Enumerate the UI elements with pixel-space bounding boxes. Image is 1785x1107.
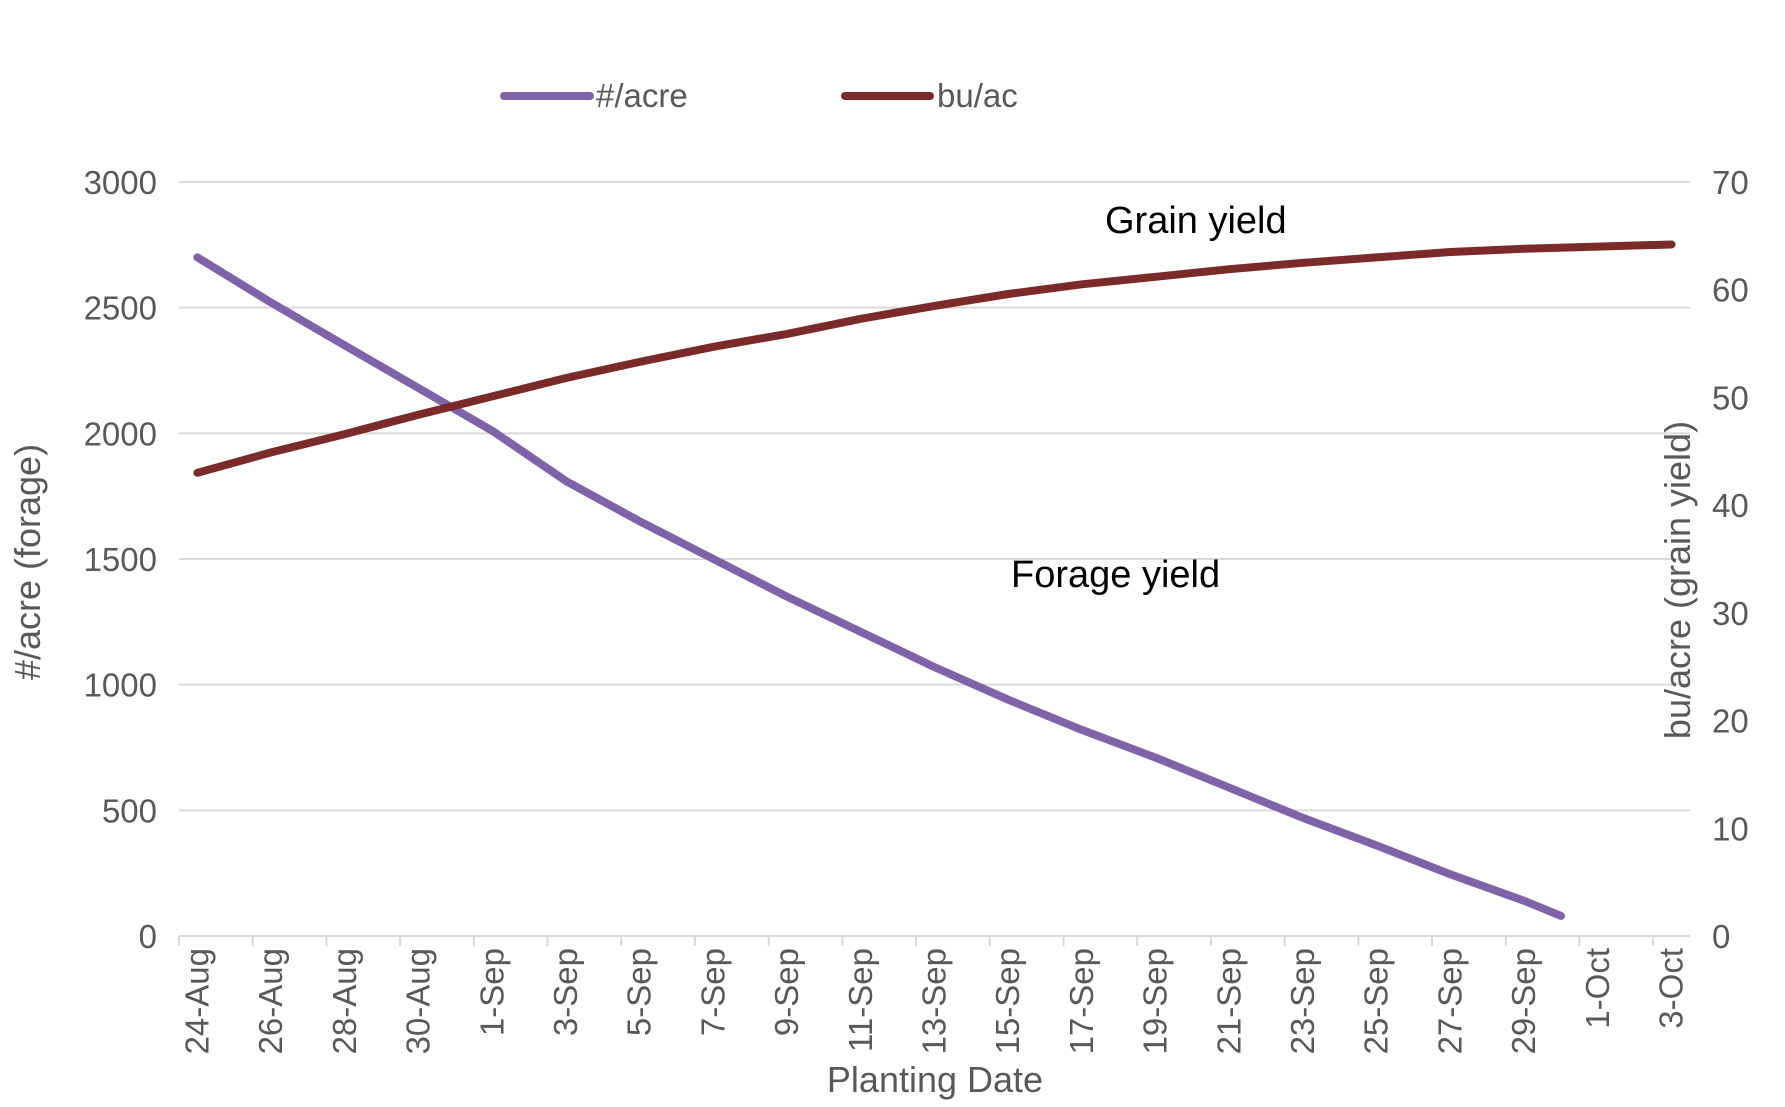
x-tick-label: 27-Sep bbox=[1431, 948, 1468, 1054]
x-tick-label: 21-Sep bbox=[1210, 948, 1247, 1054]
series-line-acre bbox=[193, 253, 1565, 920]
series-lines bbox=[193, 240, 1676, 920]
y-axis-title-left: #/acre (forage) bbox=[7, 444, 48, 680]
y-axis-right: 0 10 20 30 40 50 60 70 bbox=[1712, 164, 1749, 955]
y2-tick-label: 30 bbox=[1712, 595, 1749, 632]
y-axis-title-right: bu/acre (grain yield) bbox=[1657, 421, 1698, 739]
x-axis-title: Planting Date bbox=[827, 1059, 1043, 1100]
x-tick-label: 29-Sep bbox=[1505, 948, 1542, 1054]
legend-label-acre: #/acre bbox=[596, 77, 688, 114]
x-tick-label: 3-Sep bbox=[547, 948, 584, 1036]
x-tick-label: 24-Aug bbox=[178, 948, 215, 1054]
legend: #/acre bu/ac bbox=[500, 77, 1018, 114]
y2-tick-label: 0 bbox=[1712, 918, 1730, 955]
x-tick-label: 7-Sep bbox=[694, 948, 731, 1036]
y2-tick-label: 70 bbox=[1712, 164, 1749, 201]
y-tick-label: 3000 bbox=[84, 164, 157, 201]
x-tick-label: 3-Oct bbox=[1653, 948, 1690, 1029]
x-tick-label: 17-Sep bbox=[1063, 948, 1100, 1054]
x-tick-label: 26-Aug bbox=[252, 948, 289, 1054]
y-tick-label: 2500 bbox=[84, 290, 157, 327]
y2-tick-label: 10 bbox=[1712, 810, 1749, 847]
y2-tick-label: 50 bbox=[1712, 379, 1749, 416]
x-tick-label: 15-Sep bbox=[989, 948, 1026, 1054]
x-tick-label: 1-Oct bbox=[1579, 948, 1616, 1029]
y-tick-label: 1000 bbox=[84, 667, 157, 704]
x-tick-label: 28-Aug bbox=[326, 948, 363, 1054]
y-tick-label: 1500 bbox=[84, 541, 157, 578]
annotation-forage-yield: Forage yield bbox=[1011, 554, 1220, 596]
x-tick-label: 5-Sep bbox=[621, 948, 658, 1036]
annotation-grain-yield: Grain yield bbox=[1105, 200, 1287, 242]
y-axis-left: 0 500 1000 1500 2000 2500 3000 bbox=[84, 164, 157, 955]
y-tick-label: 0 bbox=[139, 918, 157, 955]
x-tick-label: 13-Sep bbox=[916, 948, 953, 1054]
x-tick-label: 30-Aug bbox=[400, 948, 437, 1054]
x-tick-label: 23-Sep bbox=[1284, 948, 1321, 1054]
legend-label-buac: bu/ac bbox=[937, 77, 1018, 114]
y-tick-label: 500 bbox=[102, 792, 157, 829]
x-tick-label: 19-Sep bbox=[1137, 948, 1174, 1054]
x-axis: 24-Aug 26-Aug 28-Aug 30-Aug 1-Sep 3-Sep 5-Sep 7… bbox=[178, 935, 1690, 1054]
x-tick-label: 11-Sep bbox=[842, 948, 879, 1052]
x-tick-label: 9-Sep bbox=[768, 948, 805, 1036]
y-tick-label: 2000 bbox=[84, 415, 157, 452]
y2-tick-label: 20 bbox=[1712, 703, 1749, 740]
x-tick-label: 25-Sep bbox=[1358, 948, 1395, 1054]
series-line-buac bbox=[193, 240, 1676, 477]
y2-tick-label: 60 bbox=[1712, 272, 1749, 309]
gridlines bbox=[179, 181, 1690, 812]
y2-tick-label: 40 bbox=[1712, 487, 1749, 524]
x-tick-label: 1-Sep bbox=[473, 948, 510, 1036]
